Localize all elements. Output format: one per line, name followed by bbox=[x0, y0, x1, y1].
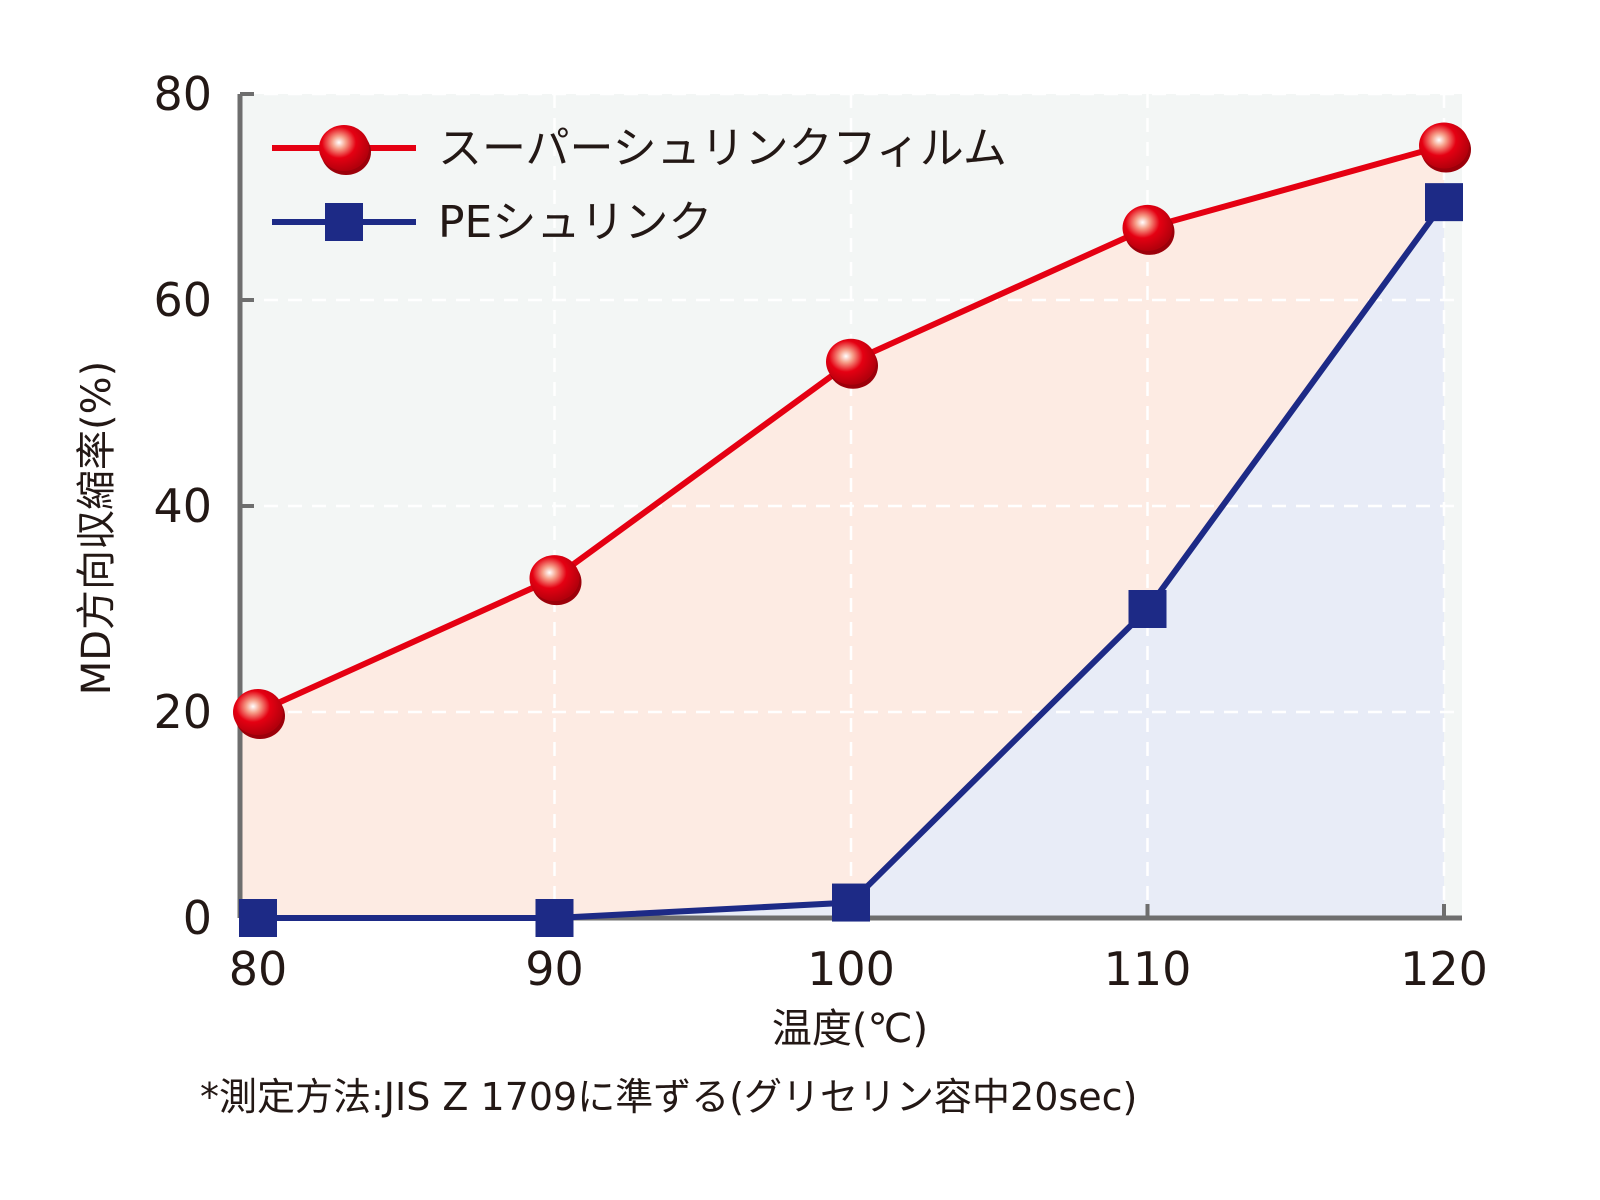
tick-label-layer: 0 20 40 60 80 80 90 100 110 120 bbox=[153, 67, 1487, 996]
y-tick-label: 80 bbox=[153, 67, 212, 121]
series-0-point bbox=[1419, 122, 1469, 169]
series-1-point bbox=[1128, 590, 1167, 628]
x-tick-label: 110 bbox=[1104, 942, 1192, 996]
series-1-point bbox=[832, 883, 870, 922]
y-axis-label: MD方向収縮率(%) bbox=[74, 361, 120, 696]
y-tick-label: 40 bbox=[153, 479, 212, 533]
y-tick-label: 20 bbox=[153, 685, 212, 739]
y-tick-label: 0 bbox=[183, 891, 212, 945]
series-fill-edge bbox=[240, 712, 258, 918]
series-1-point bbox=[1425, 183, 1463, 222]
legend-marker-1 bbox=[325, 203, 363, 241]
series-1-point bbox=[239, 899, 277, 937]
legend-marker-0 bbox=[319, 125, 369, 171]
x-tick-label: 100 bbox=[807, 942, 895, 996]
legend-label-1: PEシュリンク bbox=[438, 197, 712, 248]
legend: スーパーシュリンクフィルム PEシュリンク bbox=[272, 123, 1007, 248]
y-tick-label: 60 bbox=[153, 273, 212, 327]
series-0-point bbox=[1122, 204, 1173, 251]
measurement-note: *測定方法:JIS Z 1709に準ずる(グリセリン容中20sec) bbox=[200, 1075, 1137, 1119]
legend-label-0: スーパーシュリンクフィルム bbox=[438, 123, 1007, 174]
x-axis-label: 温度(℃) bbox=[772, 1006, 928, 1052]
x-tick-label: 90 bbox=[525, 942, 584, 996]
grid-layer bbox=[240, 92, 1462, 918]
series-0-point bbox=[826, 338, 876, 385]
series-0-point bbox=[529, 555, 580, 602]
series-0-point bbox=[233, 689, 283, 735]
series-1-point bbox=[535, 899, 574, 937]
series-fill-1 bbox=[258, 202, 1444, 918]
x-tick-label: 120 bbox=[1400, 942, 1488, 996]
series-layer bbox=[233, 122, 1471, 937]
x-tick-label: 80 bbox=[229, 942, 288, 996]
